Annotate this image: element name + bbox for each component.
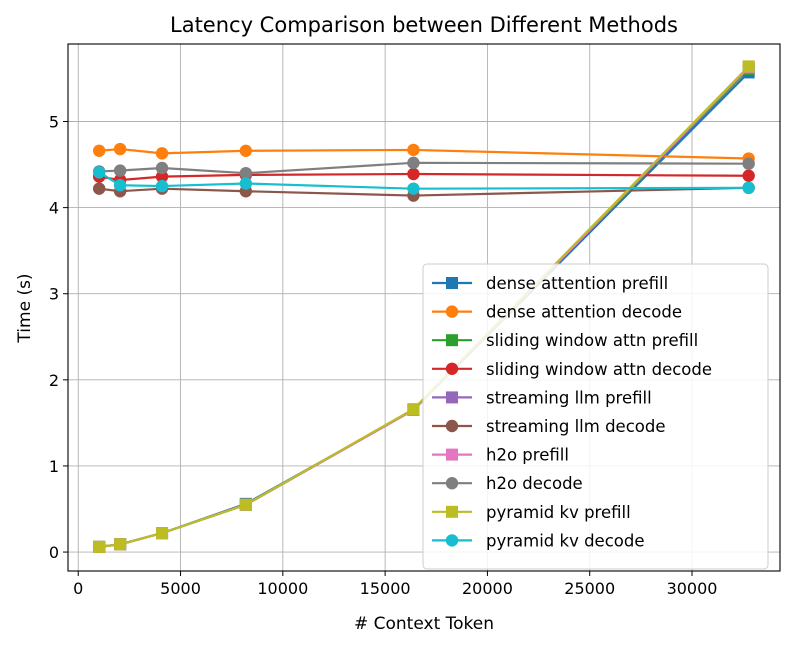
data-point (742, 157, 755, 170)
y-tick-label: 0 (49, 543, 59, 562)
data-point (92, 166, 106, 179)
legend-entry: streaming llm prefill (432, 388, 652, 407)
chart-title: Latency Comparison between Different Met… (170, 13, 678, 37)
data-point (407, 182, 420, 195)
data-point (239, 498, 252, 511)
y-tick-label: 2 (49, 371, 59, 390)
y-tick-label: 4 (49, 199, 59, 218)
legend-label: sliding window attn prefill (486, 331, 698, 350)
data-point (92, 182, 106, 195)
data-point (407, 156, 420, 170)
data-point (407, 143, 420, 157)
legend-marker (446, 391, 458, 404)
y-tick-label: 5 (49, 113, 59, 132)
data-point (239, 166, 253, 180)
data-point (155, 179, 169, 193)
legend-marker (445, 362, 459, 375)
data-point (93, 540, 106, 553)
legend-marker (445, 305, 459, 318)
data-point (155, 147, 169, 160)
legend-entry: dense attention decode (432, 303, 682, 322)
legend-entry: sliding window attn prefill (432, 331, 698, 350)
legend-marker (446, 505, 458, 518)
legend-marker (446, 277, 458, 289)
data-point (113, 179, 127, 192)
legend-entry: pyramid kv decode (432, 531, 645, 550)
y-tick-label: 1 (49, 457, 59, 476)
legend-entry: streaming llm decode (432, 417, 666, 436)
data-point (92, 144, 106, 157)
legend-entry: h2o prefill (432, 446, 569, 465)
series-pyramid-kv-decode (92, 166, 755, 195)
legend-marker (446, 448, 458, 461)
y-tick-label: 3 (49, 285, 59, 304)
data-point (407, 167, 420, 181)
data-point (407, 403, 420, 416)
x-tick-label: 30000 (667, 579, 718, 598)
x-tick-label: 0 (73, 579, 83, 598)
data-point (155, 161, 169, 175)
x-tick-label: 5000 (160, 579, 201, 598)
legend-marker (445, 419, 459, 433)
legend-label: dense attention decode (486, 303, 682, 322)
x-tick-label: 15000 (360, 579, 411, 598)
legend-label: dense attention prefill (486, 274, 668, 293)
data-point (742, 181, 755, 195)
x-axis-label: # Context Token (354, 614, 494, 634)
legend-entry: sliding window attn decode (432, 360, 712, 379)
legend-entry: pyramid kv prefill (432, 503, 631, 522)
data-point (239, 144, 253, 157)
legend-box (422, 263, 769, 570)
legend-entry: dense attention prefill (432, 274, 668, 293)
data-point (113, 164, 127, 177)
legend-marker (445, 534, 459, 547)
legend-marker (445, 477, 459, 490)
data-point (742, 60, 755, 73)
legend-label: streaming llm decode (486, 417, 666, 436)
ticks: 0 5000 10000 15000 20000 25000 30000 0 1 2 3 4 5 (49, 113, 718, 599)
x-tick-label: 20000 (462, 579, 513, 598)
y-axis-label: Time (s) (15, 273, 35, 343)
x-tick-label: 25000 (564, 579, 615, 598)
data-point (742, 169, 755, 182)
legend-label: pyramid kv prefill (486, 503, 631, 522)
data-point (113, 142, 127, 156)
data-point (155, 170, 169, 183)
legend: dense attention prefill dense attention d… (422, 263, 769, 570)
legend-marker (446, 334, 458, 347)
legend-entry: h2o decode (432, 474, 583, 493)
data-point (156, 527, 169, 540)
data-point (114, 538, 127, 551)
legend-label: pyramid kv decode (486, 531, 645, 550)
legend-label: streaming llm prefill (486, 388, 652, 407)
data-point (239, 177, 253, 190)
legend-label: sliding window attn decode (486, 360, 712, 379)
plot-frame (67, 43, 781, 572)
x-tick-label: 10000 (257, 579, 308, 598)
legend-label: h2o prefill (486, 446, 569, 465)
legend-label: h2o decode (486, 474, 583, 493)
